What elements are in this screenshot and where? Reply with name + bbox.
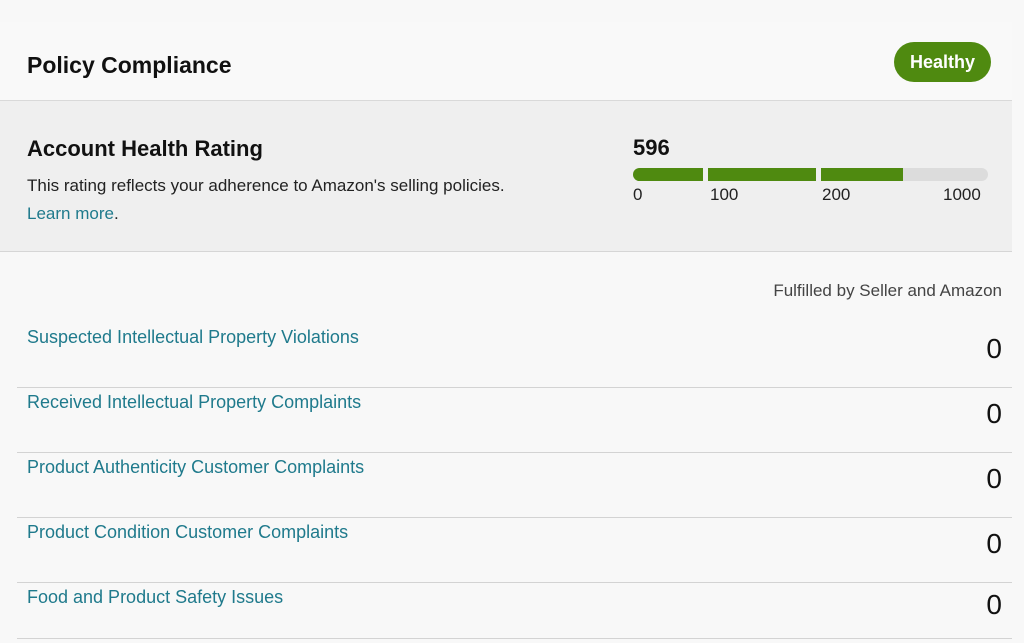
metric-row: Suspected Intellectual Property Violatio… [17,323,1012,388]
metric-link[interactable]: Food and Product Safety Issues [27,587,284,607]
status-badge: Healthy [894,42,991,82]
bar-divider [703,168,708,181]
account-health-rating-section: Account Health Rating This rating reflec… [0,101,1012,252]
card-title: Policy Compliance [27,52,232,78]
learn-more-link[interactable]: Learn more [27,204,114,223]
rating-progress-bar [633,168,988,181]
metric-row: Food and Product Safety Issues 0 [17,583,1012,639]
metric-link[interactable]: Received Intellectual Property Complaint… [27,392,362,412]
rating-title: Account Health Rating [27,136,263,161]
tick-label: 200 [822,185,851,204]
tick-label: 100 [710,185,739,204]
metric-value: 0 [986,333,1002,364]
bar-divider [816,168,821,181]
metric-link[interactable]: Product Condition Customer Complaints [27,522,349,542]
metric-value: 0 [986,463,1002,494]
metric-row: Product Authenticity Customer Complaints… [17,453,1012,518]
metric-value: 0 [986,398,1002,429]
rating-progress-fill [633,168,903,181]
rating-description: This rating reflects your adherence to A… [27,172,547,228]
tick-label: 1000 [943,185,981,204]
metric-row: Product Condition Customer Complaints 0 [17,518,1012,583]
metric-value: 0 [986,528,1002,559]
tick-label: 0 [633,185,643,204]
period: . [113,204,119,223]
rating-description-text: This rating reflects your adherence to A… [27,176,505,195]
card-header: Policy Compliance Healthy [0,22,1012,102]
metric-value: 0 [986,589,1002,620]
fulfillment-column-header: Fulfilled by Seller and Amazon [773,281,1002,300]
rating-score: 596 [633,135,670,160]
metric-link[interactable]: Suspected Intellectual Property Violatio… [27,327,359,347]
metric-link[interactable]: Product Authenticity Customer Complaints [27,457,365,477]
metric-row: Received Intellectual Property Complaint… [17,388,1012,453]
